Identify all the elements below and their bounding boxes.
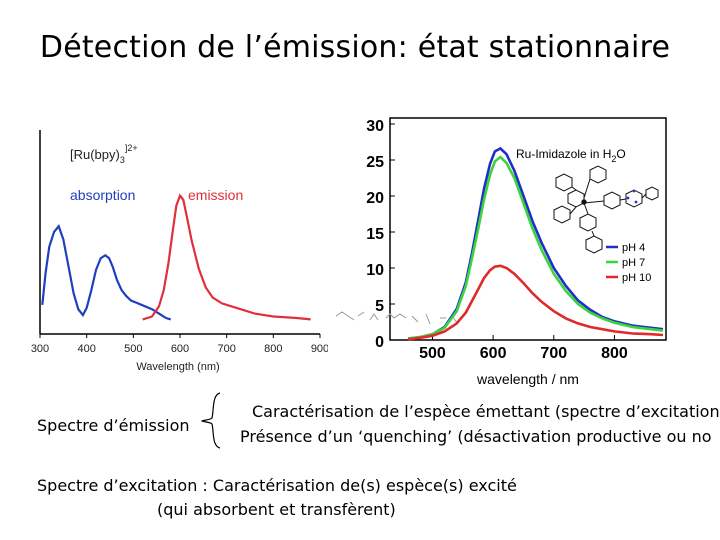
left-series-emission xyxy=(142,193,311,321)
faint-scale-marks xyxy=(335,311,459,325)
right-y-tick-label: 0 xyxy=(375,334,384,351)
left-series-absorption xyxy=(41,223,172,321)
right-y-tick-label: 30 xyxy=(366,118,384,135)
legend-absorption: absorption xyxy=(70,187,135,203)
description-block: Caractérisation de l’espèce émettant (sp… xyxy=(236,402,720,452)
ru-bpy-spectrum-svg: [Ru(bpy)3]2+ absorption emission 300 400 5… xyxy=(31,130,329,373)
right-x-tick-label: 600 xyxy=(480,345,507,362)
left-x-tick-label: 800 xyxy=(264,343,282,355)
ru-imidazole-spectrum-svg: Ru-Imidazole in H2O pH 4 pH 7 xyxy=(335,117,667,387)
left-x-tick-label: 500 xyxy=(124,343,142,355)
curly-brace-icon xyxy=(200,392,221,449)
left-x-axis-label: Wavelength (nm) xyxy=(136,361,219,373)
legend-label-ph10: pH 10 xyxy=(622,272,651,284)
right-x-axis-label: wavelength / nm xyxy=(476,371,579,387)
right-x-tick-label: 700 xyxy=(540,345,567,362)
ru-imidazole-spectrum-chart: Ru-Imidazole in H2O pH 4 pH 7 xyxy=(328,110,673,394)
ru-bpy-spectrum-chart: [Ru(bpy)3]2+ absorption emission 300 400 5… xyxy=(28,122,329,386)
excitation-line-2: (qui absorbent et transfèrent) xyxy=(157,500,396,519)
slide-title: Détection de l’émission: état stationnai… xyxy=(39,30,671,65)
left-x-tick-label: 700 xyxy=(217,343,235,355)
left-x-tick-label: 400 xyxy=(77,343,95,355)
legend-label-ph4: pH 4 xyxy=(622,242,645,254)
left-x-tick-label: 600 xyxy=(171,343,189,355)
right-y-tick-label: 25 xyxy=(366,154,384,171)
desc-line-2: Présence d’un ‘quenching’ (désactivation… xyxy=(240,427,712,446)
label-spectre-emission: Spectre d’émission xyxy=(37,416,190,435)
right-plot-frame xyxy=(389,117,667,341)
left-chart-title: [Ru(bpy)3]2+ xyxy=(70,143,138,165)
legend-emission: emission xyxy=(188,187,243,203)
right-y-tick-label: 15 xyxy=(366,226,384,243)
right-x-tick-label: 500 xyxy=(419,345,446,362)
legend-label-ph7: pH 7 xyxy=(622,257,645,269)
right-y-tick-label: 5 xyxy=(375,298,384,315)
right-x-tick-label: 800 xyxy=(601,345,628,362)
molecule-structure-icon xyxy=(553,165,659,254)
desc-line-1: Caractérisation de l’espèce émettant (sp… xyxy=(252,402,720,421)
right-y-tick-label: 20 xyxy=(366,190,384,207)
left-x-tick-label: 300 xyxy=(31,343,49,355)
right-legend: pH 4 pH 7 pH 10 xyxy=(606,242,651,284)
right-series-pH-10 xyxy=(408,264,664,341)
right-y-tick-label: 10 xyxy=(366,262,384,279)
left-x-tick-label: 900 xyxy=(311,343,328,355)
right-series-pH-7 xyxy=(408,155,664,340)
excitation-line-1: Spectre d’excitation : Caractérisation d… xyxy=(37,476,517,495)
right-chart-title: Ru-Imidazole in H2O xyxy=(516,147,626,164)
